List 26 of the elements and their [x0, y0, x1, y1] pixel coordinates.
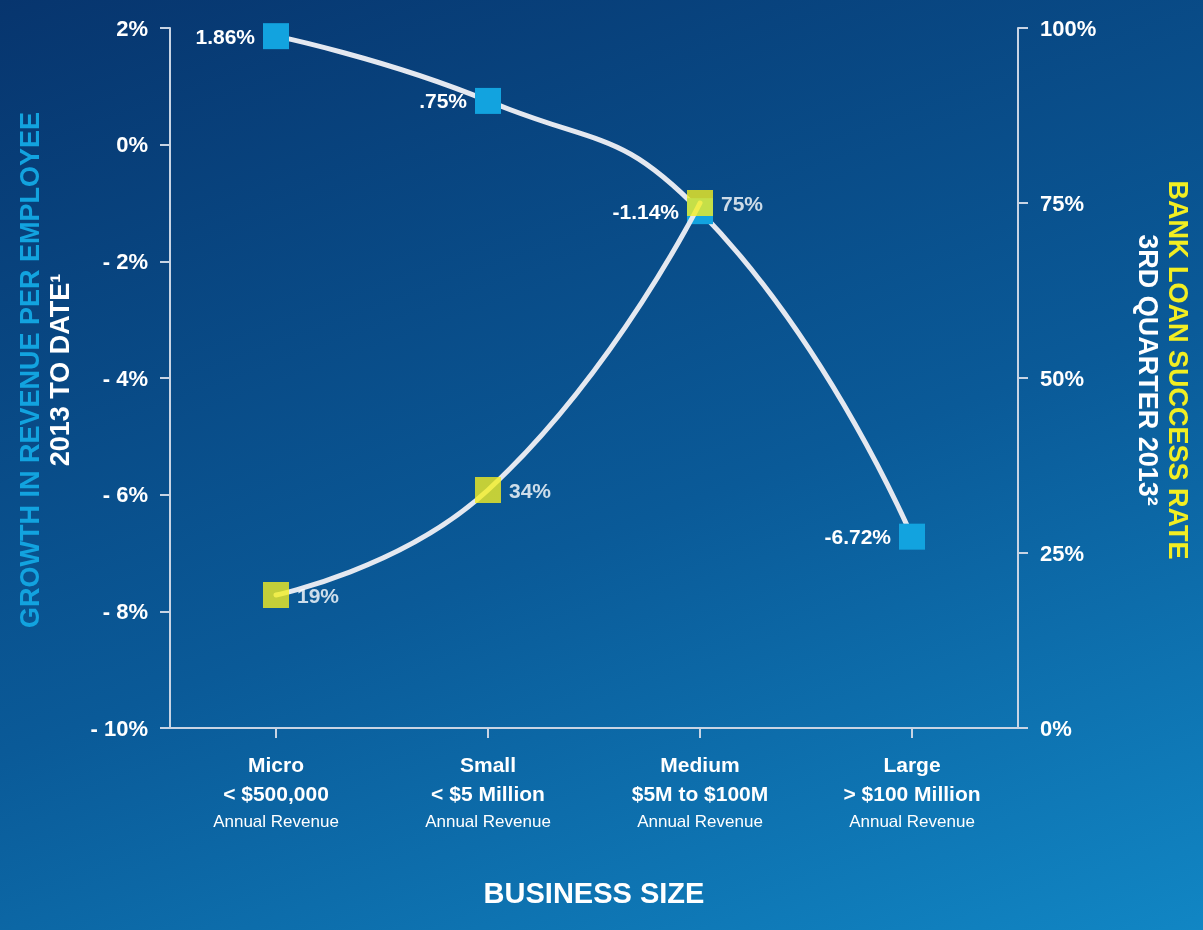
y2-tick-label: 75%: [1040, 190, 1085, 216]
y2-axis-title: BANK LOAN SUCCESS RATE 3RD QUARTER 2013²: [1133, 180, 1193, 560]
y-tick-label: - 4%: [102, 365, 148, 391]
y-tick-label: - 2%: [102, 248, 148, 274]
data-label: -6.72%: [824, 525, 892, 549]
data-label: 19%: [297, 583, 340, 607]
data-label: 34%: [509, 478, 552, 502]
x-tick-label: Micro < $500,000 Annual Revenue: [213, 753, 339, 831]
y2-tick-label: 0%: [1040, 715, 1072, 741]
x-tick-label: Medium $5M to $100M Annual Revenue: [631, 753, 769, 831]
data-label: 1.86%: [195, 24, 256, 48]
x-tick-label: Small < $5 Million Annual Revenue: [425, 753, 551, 831]
x-tick-label: Large > $100 Million Annual Revenue: [843, 753, 981, 831]
data-label: .75%: [419, 89, 468, 113]
y-tick-label: - 6%: [102, 482, 148, 508]
y2-tick-label: 25%: [1040, 540, 1085, 566]
y-tick-label: - 8%: [102, 598, 148, 624]
y-tick-label: 0%: [116, 132, 148, 158]
y2-tick-label: 100%: [1040, 15, 1097, 41]
data-label: 75%: [721, 191, 764, 215]
y-axis-title: GROWTH IN REVENUE PER EMPLOYEE 2013 TO DATE¹: [15, 111, 75, 629]
y-tick-label: 2%: [116, 15, 148, 41]
data-label: -1.14%: [612, 199, 680, 223]
x-axis-title: BUSINESS SIZE: [483, 876, 705, 909]
y2-tick-label: 50%: [1040, 365, 1085, 391]
y-tick-label: - 10%: [90, 715, 148, 741]
